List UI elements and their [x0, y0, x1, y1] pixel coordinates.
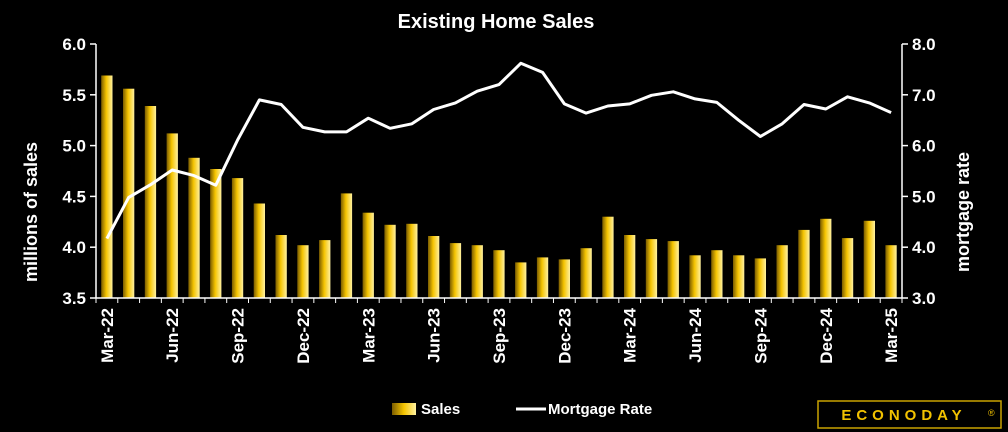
sales-bar — [602, 216, 614, 298]
x-tick-label: Sep-24 — [751, 307, 770, 363]
mortgage-rate-line — [105, 61, 892, 240]
sales-bar — [144, 106, 157, 298]
x-tick-label: Sep-22 — [229, 308, 248, 364]
sales-bar — [428, 236, 440, 298]
sales-bar — [493, 250, 505, 298]
sales-bar — [340, 193, 353, 298]
sales-bar — [384, 224, 396, 298]
y-right-tick-label: 4.0 — [912, 238, 936, 257]
legend: Sales Mortgage Rate — [392, 401, 652, 418]
sales-bar — [275, 235, 287, 298]
legend-sales-label: Sales — [421, 401, 460, 418]
logo-registered-mark: ® — [988, 408, 995, 418]
sales-bar — [406, 223, 418, 298]
x-tick-label: Jun-23 — [425, 308, 444, 363]
sales-bar — [188, 157, 200, 298]
sales-bar — [863, 220, 875, 298]
sales-bar — [166, 133, 178, 298]
sales-bar — [885, 245, 897, 298]
x-tick-label: Mar-23 — [359, 308, 378, 363]
y-left-tick-label: 4.0 — [62, 238, 86, 257]
sales-bar — [536, 257, 549, 298]
x-tick-label: Jun-24 — [686, 307, 705, 362]
sales-bar — [798, 229, 810, 298]
plot-area: 3.5 4.0 4.5 5.0 5.5 6.0 3.0 4.0 5.0 6.0 7.0 8.0 Mar-… — [62, 35, 935, 364]
logo-text: ECONODAY — [841, 407, 966, 424]
y-right-tick-label: 7.0 — [912, 86, 936, 105]
sales-bar — [624, 235, 636, 298]
sales-bar — [711, 250, 723, 298]
x-tick-label: Sep-23 — [490, 308, 509, 364]
sales-bar — [733, 255, 745, 298]
sales-bar — [558, 259, 570, 298]
legend-mortgage-rate-label: Mortgage Rate — [548, 401, 652, 418]
sales-bar — [231, 178, 244, 298]
x-tick-label: Dec-23 — [555, 308, 574, 364]
sales-bar — [449, 243, 462, 298]
sales-bar — [253, 203, 265, 298]
y-left-tick-label: 3.5 — [62, 289, 86, 308]
sales-bar — [645, 239, 658, 298]
sales-bar — [515, 262, 527, 298]
y-left-tick-label: 4.5 — [62, 187, 86, 206]
y-right-tick-label: 3.0 — [912, 289, 936, 308]
legend-sales-swatch — [392, 403, 416, 415]
y-left-tick-label: 5.0 — [62, 137, 86, 156]
sales-bar — [667, 241, 679, 298]
sales-bar — [689, 255, 701, 298]
sales-bar — [319, 240, 331, 298]
y-right-tick-label: 6.0 — [912, 137, 936, 156]
sales-bar — [210, 169, 222, 298]
x-tick-label: Jun-22 — [163, 308, 182, 363]
econoday-logo: ECONODAY ® — [817, 400, 1002, 429]
sales-bar — [362, 212, 374, 298]
sales-bar — [841, 238, 854, 298]
y-right-tick-label: 5.0 — [912, 187, 936, 206]
sales-bar — [820, 218, 832, 298]
sales-bar — [754, 258, 766, 298]
x-tick-label: Mar-24 — [621, 307, 640, 362]
x-tick-label: Mar-25 — [882, 308, 901, 363]
sales-bar — [101, 75, 113, 298]
sales-bar — [297, 245, 309, 298]
x-tick-label: Dec-24 — [817, 307, 836, 363]
sales-bar — [471, 245, 483, 298]
x-tick-label: Dec-22 — [294, 308, 313, 364]
y-right-axis-title: mortgage rate — [953, 152, 973, 272]
y-right-tick-label: 8.0 — [912, 35, 936, 54]
sales-bar — [580, 248, 592, 298]
sales-bar — [776, 245, 788, 298]
y-left-axis-title: millions of sales — [21, 142, 41, 282]
y-left-tick-label: 6.0 — [62, 35, 86, 54]
chart-title: Existing Home Sales — [398, 11, 595, 33]
x-tick-label: Mar-22 — [98, 308, 117, 363]
y-left-tick-label: 5.5 — [62, 86, 86, 105]
sales-bar — [123, 88, 135, 298]
